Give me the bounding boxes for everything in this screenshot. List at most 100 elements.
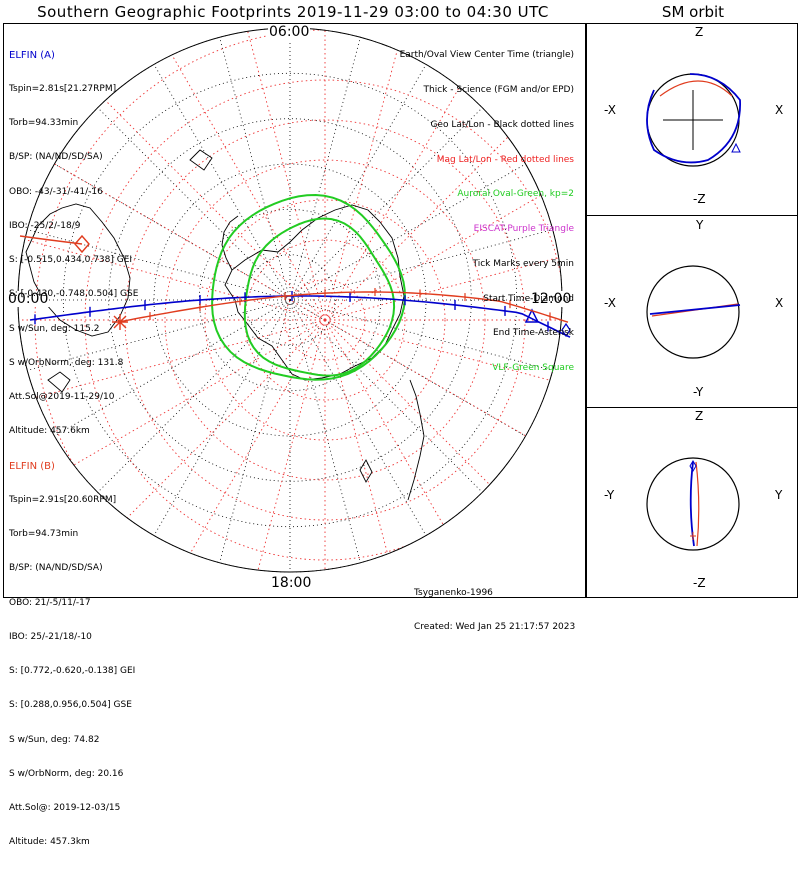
geo-lon-line [289, 163, 526, 301]
elfin-a-line: Att.Sol@2019-11-29/10 [9, 392, 115, 402]
p3-down: -Z [693, 576, 706, 590]
hour-label-bottom: 18:00 [270, 575, 313, 591]
sm-frame [586, 23, 798, 598]
hour-label-right: 12:00 [530, 291, 573, 307]
elfin-b-line: S w/Sun, deg: 74.82 [9, 734, 100, 745]
elfin-b-line: Tspin=2.91s[20.60RPM] [9, 495, 117, 506]
created-timestamp: Created: Wed Jan 25 21:17:57 2023 [414, 622, 576, 633]
island-coast [359, 459, 373, 483]
polar-map [3, 23, 798, 598]
mag-lat-circle [244, 239, 406, 401]
p3-right: Y [775, 488, 783, 502]
elfin-a-line: S: [-0.515,0.434,0.738] GEI [9, 255, 133, 266]
map-frame [3, 23, 586, 598]
elfin-b-line: Altitude: 457.3km [9, 837, 90, 848]
south-america-coast [407, 379, 425, 501]
sm-orbit-a [646, 73, 741, 164]
model-name: Tsyganenko-1996 [414, 587, 493, 598]
elfin-b-line: B/SP: (NA/ND/SD/SA) [9, 563, 103, 574]
elfin-b-line: IBO: 25/-21/18/-10 [9, 631, 92, 642]
footer: Tsyganenko-1996 Created: Wed Jan 25 21:1… [414, 565, 575, 656]
legend-item: Mag Lat/Lon - Red dotted lines [436, 154, 574, 165]
coastlines [25, 149, 425, 501]
elfin-a-view-triangle [524, 308, 540, 323]
sm-panel-2 [646, 265, 741, 359]
elfin-b-info: ELFIN (B) Tspin=2.91s[20.60RPM] Torb=94.… [9, 438, 135, 871]
p3-left: -Y [604, 488, 615, 502]
sm-start-diamond [689, 460, 697, 472]
chart-title: Southern Geographic Footprints 2019-11-2… [37, 3, 549, 21]
auroral-oval-outer [211, 193, 406, 381]
legend-item: Start Time-Diamond [483, 293, 574, 304]
elfin-b-track [117, 291, 569, 323]
elfin-a-line: OBO: -43/-31/-41/-16 [9, 186, 103, 197]
antarctic-peninsula-coast [221, 215, 239, 271]
elfin-footprint-figure: Southern Geographic Footprints 2019-11-2… [3, 3, 798, 847]
earth-circle [646, 265, 740, 359]
geo-lon-line [289, 64, 427, 301]
elfin-a-start-diamond [561, 322, 571, 338]
sm-end-marker [690, 532, 696, 540]
p2-left: -X [604, 296, 616, 310]
p1-left: -X [604, 103, 616, 117]
geo-lat-circle [62, 72, 518, 528]
island-coast [189, 149, 213, 171]
p1-right: X [775, 103, 784, 117]
sm-orbit-a [689, 461, 695, 547]
elfin-a-line: IBO: -25/2/-18/9 [9, 220, 81, 231]
legend-item: Thick - Science (FGM and/or EPD) [423, 84, 574, 95]
elfin-a-line: S w/OrbNorm, deg: 131.8 [9, 357, 124, 368]
sm-view-triangle [731, 142, 741, 153]
mag-lat-circle [124, 119, 526, 521]
antarctica-coast [224, 204, 405, 381]
geo-lat-circle [244, 254, 336, 346]
legend-item: Tick Marks every 5min [472, 258, 574, 269]
elfin-b-line: S w/OrbNorm, deg: 20.16 [9, 768, 124, 779]
sm-panel-1 [646, 73, 741, 167]
elfin-a-info: ELFIN (A) Tspin=2.81s[21.27RPM] Torb=94.… [9, 27, 138, 460]
legend-item: Earth/Oval View Center Time (triangle) [399, 50, 574, 61]
p1-up: Z [695, 25, 704, 39]
legend-item: VLF-Green Square [492, 363, 574, 374]
geo-lat-circle [108, 118, 472, 482]
geo-lon-line [289, 299, 427, 536]
island-coast [47, 371, 71, 393]
australia-coast [25, 203, 131, 337]
elfin-a-track [29, 295, 571, 338]
p2-down: -Y [693, 385, 704, 399]
p1-down: -Z [693, 192, 706, 206]
elfin-a-line: B/SP: (NA/ND/SD/SA) [9, 152, 103, 163]
elfin-a-line: S w/Sun, deg: 115.2 [9, 323, 100, 334]
geo-lon-line [153, 64, 291, 301]
mag-lon-line [124, 319, 326, 572]
mag-lat-circle [284, 279, 366, 361]
elfin-b-start-diamond [74, 234, 90, 254]
elfin-b-line: S: [0.288,0.956,0.504] GSE [9, 700, 132, 711]
sm-orbit-b [695, 461, 700, 547]
elfin-b-line: Torb=94.73min [9, 529, 79, 540]
elfin-b-name: ELFIN (B) [9, 460, 55, 472]
legend-item: EISCAT-Purple Triangle [473, 224, 574, 235]
elfin-a-line: Altitude: 457.6km [9, 426, 90, 437]
elfin-b-line: S: [0.772,-0.620,-0.138] GEI [9, 666, 136, 677]
sm-orbit-a [649, 304, 741, 315]
geo-lon-line [54, 299, 291, 437]
sm-orbit-b [659, 80, 733, 97]
mag-lat-circle [164, 159, 486, 481]
legend-item: Geo Lat/Lon - Black dotted lines [430, 119, 574, 130]
elfin-b-end-asterisk [112, 314, 128, 330]
p2-right: X [775, 296, 784, 310]
hour-label-left: 00:00 [7, 291, 50, 307]
elfin-a-line: Torb=94.33min [9, 118, 79, 129]
elfin-a-line: S: [-0.430,-0.748,0.504] GSE [9, 289, 139, 300]
mag-lon-line [124, 28, 326, 321]
mag-lat-circle [204, 199, 446, 441]
mag-lon-line [221, 28, 326, 321]
legend-item: Auroral Oval-Green, kp=2 [457, 189, 574, 200]
elfin-b-line: OBO: 21/-5/11/-17 [9, 597, 91, 608]
hour-label-top: 06:00 [268, 24, 311, 40]
p2-up: Y [696, 218, 704, 232]
elfin-a-name: ELFIN (A) [9, 49, 55, 61]
geo-lon-line [153, 299, 291, 536]
p3-up: Z [695, 409, 704, 423]
